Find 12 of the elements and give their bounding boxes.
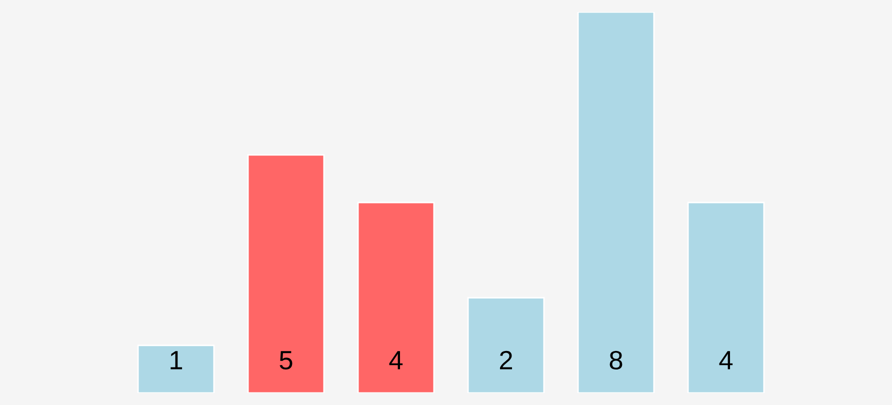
data-label: 1 <box>170 351 182 370</box>
bar <box>687 202 765 393</box>
bar <box>247 154 325 393</box>
bar <box>357 202 435 393</box>
data-label: 4 <box>389 351 403 370</box>
bar <box>577 12 655 393</box>
data-label: 8 <box>610 350 622 370</box>
data-label: 5 <box>280 351 292 370</box>
bar <box>467 297 545 393</box>
data-label: 2 <box>500 350 512 370</box>
bar <box>137 344 215 393</box>
data-label: 4 <box>719 351 733 370</box>
